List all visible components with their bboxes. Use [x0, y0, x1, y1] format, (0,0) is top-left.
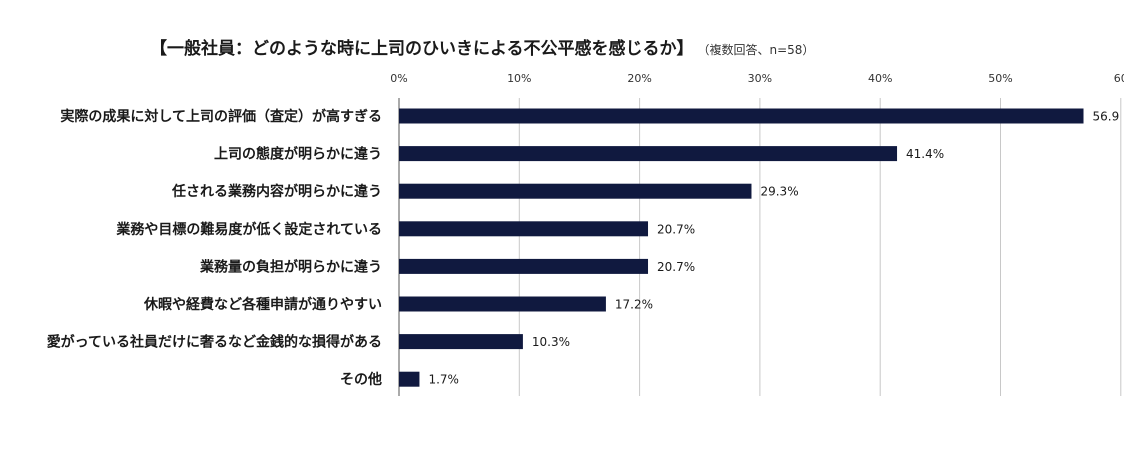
x-tick-label: 0% [390, 72, 407, 85]
bars [399, 108, 1084, 387]
bar [399, 183, 752, 199]
chart-title-row: 【一般社員：どのような時に上司のひいきによる不公平感を感じるか】 （複数回答、n=… [150, 34, 1050, 62]
x-tick-label: 60 [1114, 72, 1124, 85]
data-label: 56.9 [1093, 110, 1120, 124]
x-tick-labels: 0% 10% 20% 30% 40% 50% 60 [390, 72, 1124, 85]
data-label: 20.7% [657, 222, 695, 236]
category-label: 愛がっている社員だけに奢るなど金銭的な損得がある [47, 334, 382, 351]
category-label: その他 [340, 371, 382, 388]
bar [399, 296, 606, 312]
value-labels: 56.9 41.4% 29.3% 20.7% 20.7% 17.2% 10.3% 1.7% [428, 110, 1119, 387]
bar [399, 258, 649, 274]
x-tick-label: 50% [988, 72, 1012, 85]
chart-subtitle: （複数回答、n=58） [703, 43, 815, 57]
category-label: 休暇や経費など各種申請が通りやすい [143, 296, 382, 313]
data-label: 17.2% [615, 298, 653, 312]
bar [399, 146, 898, 162]
x-tick-label: 30% [748, 72, 772, 85]
category-label: 実際の成果に対して上司の評価（査定）が高すぎる [60, 108, 382, 125]
category-labels: 実際の成果に対して上司の評価（査定）が高すぎる上司の態度が明らかに違う任される業… [47, 108, 382, 388]
bar [399, 371, 420, 387]
x-tick-label: 20% [627, 72, 651, 85]
bar [399, 221, 649, 237]
data-label: 10.3% [532, 335, 570, 349]
data-label: 1.7% [428, 373, 459, 387]
data-label: 20.7% [657, 260, 695, 274]
category-label: 任される業務内容が明らかに違う [171, 183, 382, 200]
category-label: 業務量の負担が明らかに違う [199, 258, 382, 275]
category-label: 業務や目標の難易度が低く設定されている [115, 221, 382, 238]
bar [399, 108, 1084, 124]
data-label: 29.3% [760, 185, 798, 199]
chart-title: 【一般社員：どのような時に上司のひいきによる不公平感を感じるか】 [150, 39, 694, 59]
x-tick-label: 40% [868, 72, 892, 85]
grid-lines [398, 98, 1122, 396]
x-tick-label: 10% [507, 72, 531, 85]
data-label: 41.4% [906, 147, 944, 161]
category-label: 上司の態度が明らかに違う [214, 146, 382, 163]
bar [399, 334, 523, 350]
